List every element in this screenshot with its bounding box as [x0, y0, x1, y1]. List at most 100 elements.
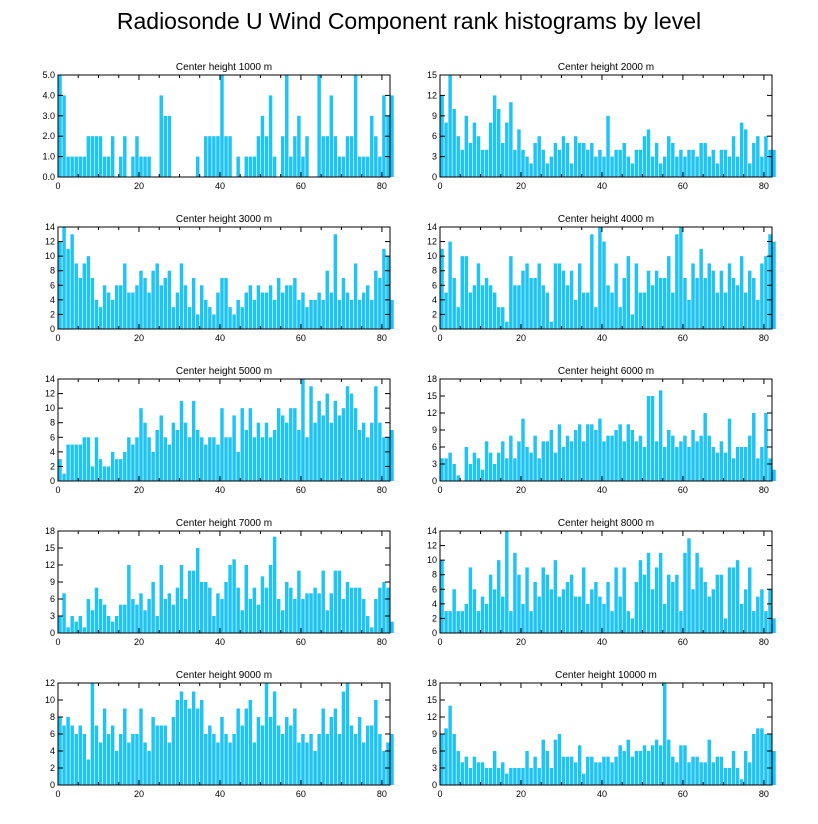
histogram-bar [293, 708, 297, 785]
histogram-bar [468, 567, 473, 633]
histogram-bar [305, 136, 309, 177]
histogram-bar [561, 756, 566, 785]
histogram-bar [699, 143, 703, 177]
histogram-bar [521, 418, 525, 481]
histogram-bar [464, 756, 469, 785]
histogram-bar [313, 587, 317, 633]
y-tick-label: 10 [45, 251, 55, 261]
histogram-bar [280, 136, 285, 177]
histogram-bar [586, 292, 590, 329]
histogram-bar [285, 75, 289, 177]
histogram-bar [707, 596, 711, 633]
histogram-bar [309, 734, 313, 785]
histogram-bar [353, 263, 358, 329]
histogram-bar [525, 447, 529, 481]
histogram-bar [590, 234, 594, 329]
histogram-bar [582, 143, 586, 177]
histogram-bar [675, 447, 679, 481]
histogram-bar [529, 611, 533, 633]
histogram-bar [541, 567, 545, 633]
histogram-bar [293, 136, 297, 177]
histogram-bar [496, 452, 501, 481]
histogram-bar [187, 307, 192, 329]
histogram-bar [280, 610, 285, 633]
histogram-bar [386, 587, 390, 633]
histogram-bar [252, 437, 257, 481]
histogram-bar [171, 422, 176, 481]
y-tick-label: 6 [432, 746, 437, 756]
histogram-bar [325, 734, 329, 785]
histogram-bar [289, 156, 293, 177]
histogram-bar [658, 552, 663, 633]
histogram-bar [260, 292, 265, 329]
histogram-bar [285, 422, 289, 481]
histogram-bar [646, 552, 651, 633]
histogram-bar [553, 263, 558, 329]
y-tick-label: 9 [432, 729, 437, 739]
histogram-bar [175, 587, 180, 633]
histogram-bar [220, 599, 224, 633]
histogram-bar [569, 270, 574, 329]
histogram-bar [390, 95, 394, 177]
histogram-bar [695, 756, 699, 785]
histogram-bar [285, 717, 289, 785]
x-tick-label: 20 [516, 789, 526, 799]
histogram-bar [143, 610, 147, 633]
histogram-bar [505, 531, 509, 633]
histogram-bar [297, 742, 301, 785]
histogram-bar [256, 717, 261, 785]
histogram-bar [598, 596, 602, 633]
histogram-bar [545, 751, 550, 785]
histogram-bar [553, 452, 558, 481]
histogram-bar [545, 441, 550, 481]
histogram-bar [123, 263, 127, 329]
y-tick-label: 6 [432, 131, 437, 141]
histogram-bar [509, 768, 513, 785]
histogram-bar [618, 307, 622, 329]
y-tick-label: 0 [432, 324, 437, 334]
histogram-bar [756, 458, 760, 481]
y-tick-label: 0 [432, 476, 437, 486]
histogram-bar [545, 574, 550, 633]
histogram-bar [224, 437, 228, 481]
histogram-bar [297, 115, 301, 177]
histogram-bar [517, 285, 521, 329]
histogram-bar [244, 430, 248, 481]
histogram-bar [557, 263, 562, 329]
histogram-bar [679, 441, 683, 481]
histogram-bar [106, 292, 111, 329]
histogram-bar [195, 548, 200, 633]
x-tick-label: 20 [134, 637, 144, 647]
histogram-bar [752, 413, 756, 481]
histogram-bar [723, 452, 728, 481]
histogram-bar [268, 95, 273, 177]
histogram-bar [630, 756, 635, 785]
y-tick-label: 8 [432, 570, 437, 580]
histogram-bar [642, 447, 647, 481]
histogram-bar [151, 717, 155, 785]
histogram-bar [374, 270, 378, 329]
histogram-bar [695, 156, 699, 177]
histogram-bar [650, 396, 655, 481]
histogram-bar [382, 248, 386, 329]
histogram-bar [573, 430, 578, 481]
histogram-bar [695, 278, 699, 329]
histogram-bar [244, 708, 248, 785]
histogram-bar [345, 386, 350, 481]
histogram-bar [594, 762, 598, 785]
histogram-panel: Center height 7000 m 0 20 40 60 80 0 3 6 9 12 15 18 [45, 518, 394, 647]
histogram-bar [106, 156, 111, 177]
histogram-bar [739, 603, 744, 633]
histogram-bar [764, 734, 768, 785]
histogram-bar [357, 156, 362, 177]
histogram-bar [220, 717, 224, 785]
histogram-bar [452, 464, 456, 481]
histogram-panel: Center height 8000 m 0 20 40 60 80 0 2 4 6 8 10 12 14 [427, 518, 776, 647]
x-tick-label: 0 [437, 637, 442, 647]
histogram-bar [70, 725, 74, 785]
histogram-bar [329, 593, 334, 633]
histogram-bar [349, 725, 354, 785]
histogram-bar [654, 567, 659, 633]
histogram-bar [614, 149, 618, 177]
histogram-bar [82, 263, 87, 329]
